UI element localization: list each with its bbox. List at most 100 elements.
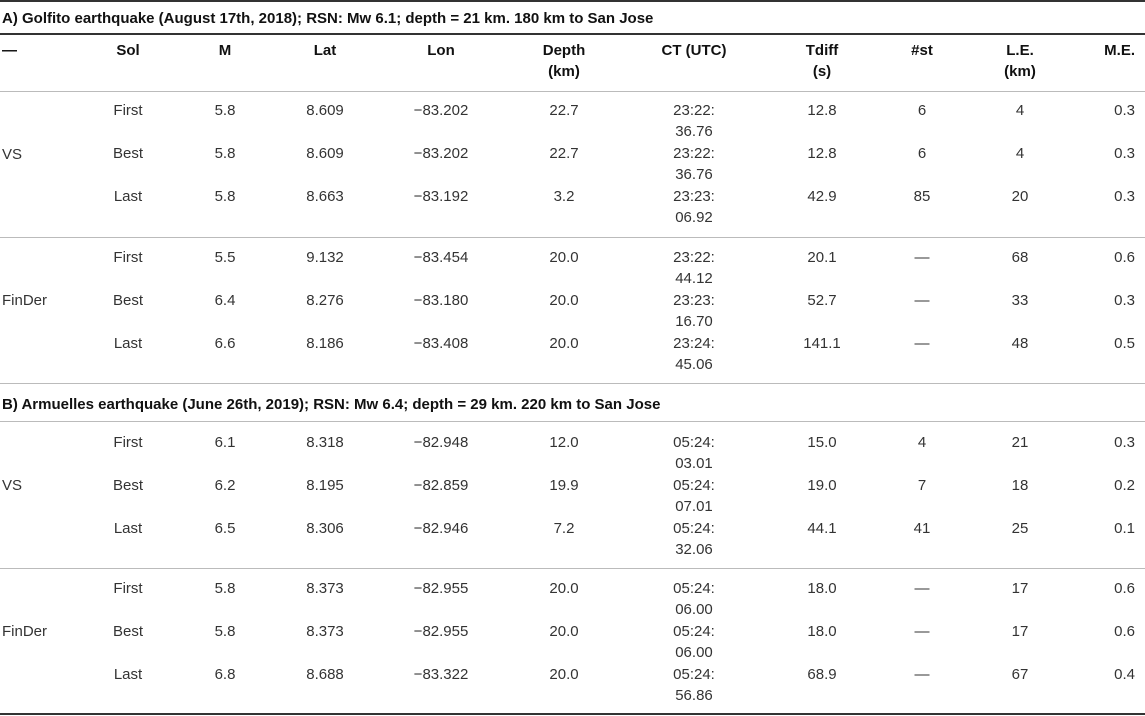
cell-le: 4 bbox=[1015, 145, 1025, 162]
cell-me: 0.3 bbox=[1114, 434, 1135, 451]
cell-depth: 20.0 bbox=[549, 666, 579, 683]
column-header-tdiff: Tdiff (s) bbox=[805, 42, 839, 80]
bottom-rule bbox=[0, 713, 1145, 715]
cell-depth: 19.9 bbox=[549, 477, 579, 494]
cell-sol: Best bbox=[112, 477, 144, 494]
cell-st: 6 bbox=[917, 145, 927, 162]
column-header-me: M.E. bbox=[1104, 42, 1135, 59]
cell-le: 21 bbox=[1011, 434, 1029, 451]
cell-lon: −82.955 bbox=[413, 580, 469, 597]
cell-m: 6.2 bbox=[214, 477, 236, 494]
cell-depth: 22.7 bbox=[549, 145, 579, 162]
cell-depth: 20.0 bbox=[549, 580, 579, 597]
column-header-lat: Lat bbox=[313, 42, 337, 59]
header-bottom-rule bbox=[0, 91, 1145, 92]
cell-ct: 23:24: 45.06 bbox=[673, 335, 715, 373]
cell-depth: 20.0 bbox=[549, 623, 579, 640]
cell-me: 0.2 bbox=[1114, 477, 1135, 494]
cell-lon: −83.202 bbox=[413, 102, 469, 119]
cell-sol: First bbox=[113, 580, 143, 597]
cell-m: 5.8 bbox=[214, 102, 236, 119]
cell-st: 85 bbox=[913, 188, 931, 205]
cell-lon: −83.192 bbox=[413, 188, 469, 205]
cell-lat: 8.663 bbox=[306, 188, 344, 205]
column-header-lon: Lon bbox=[427, 42, 455, 59]
column-header-sol: Sol bbox=[116, 42, 140, 59]
cell-me: 0.6 bbox=[1114, 623, 1135, 640]
cell-depth: 20.0 bbox=[549, 292, 579, 309]
group-label: FinDer bbox=[2, 623, 48, 640]
cell-ct: 05:24: 03.01 bbox=[673, 434, 715, 472]
cell-lon: −83.180 bbox=[413, 292, 469, 309]
cell-tdiff: 68.9 bbox=[807, 666, 837, 683]
cell-ct: 05:24: 32.06 bbox=[673, 520, 715, 558]
cell-ct: 05:24: 06.00 bbox=[673, 623, 715, 661]
cell-sol: Best bbox=[112, 145, 144, 162]
cell-ct: 23:22: 36.76 bbox=[673, 102, 715, 140]
cell-le: 25 bbox=[1011, 520, 1029, 537]
cell-m: 5.8 bbox=[214, 623, 236, 640]
cell-m: 5.8 bbox=[214, 580, 236, 597]
cell-m: 6.8 bbox=[214, 666, 236, 683]
cell-sol: Best bbox=[112, 292, 144, 309]
cell-me: 0.4 bbox=[1114, 666, 1135, 683]
cell-ct: 23:23: 06.92 bbox=[673, 188, 715, 226]
cell-lon: −83.454 bbox=[413, 249, 469, 266]
cell-ct: 05:24: 06.00 bbox=[673, 580, 715, 618]
cell-lon: −83.202 bbox=[413, 145, 469, 162]
cell-lat: 8.318 bbox=[306, 434, 344, 451]
cell-me: 0.5 bbox=[1114, 335, 1135, 352]
cell-le: 17 bbox=[1011, 580, 1029, 597]
cell-st: — bbox=[914, 580, 930, 597]
group-label: FinDer bbox=[2, 292, 48, 309]
cell-ct: 05:24: 07.01 bbox=[673, 477, 715, 515]
cell-sol: Last bbox=[113, 188, 143, 205]
column-header-ct: CT (UTC) bbox=[661, 42, 727, 59]
cell-le: 33 bbox=[1011, 292, 1029, 309]
cell-st: — bbox=[914, 249, 930, 266]
cell-st: — bbox=[914, 335, 930, 352]
cell-tdiff: 12.8 bbox=[807, 102, 837, 119]
cell-st: 6 bbox=[917, 102, 927, 119]
cell-sol: First bbox=[113, 434, 143, 451]
group-rule bbox=[0, 383, 1145, 384]
cell-sol: Last bbox=[113, 520, 143, 537]
cell-le: 68 bbox=[1011, 249, 1029, 266]
cell-lat: 8.373 bbox=[306, 580, 344, 597]
cell-lat: 9.132 bbox=[306, 249, 344, 266]
cell-le: 18 bbox=[1011, 477, 1029, 494]
cell-me: 0.3 bbox=[1114, 145, 1135, 162]
cell-tdiff: 18.0 bbox=[807, 580, 837, 597]
cell-lon: −82.948 bbox=[413, 434, 469, 451]
cell-tdiff: 141.1 bbox=[803, 335, 841, 352]
cell-ct: 23:22: 44.12 bbox=[673, 249, 715, 287]
cell-lat: 8.373 bbox=[306, 623, 344, 640]
cell-st: — bbox=[914, 623, 930, 640]
cell-sol: Last bbox=[113, 666, 143, 683]
group-label: VS bbox=[2, 477, 23, 494]
cell-ct: 23:23: 16.70 bbox=[673, 292, 715, 330]
cell-tdiff: 19.0 bbox=[807, 477, 837, 494]
cell-le: 48 bbox=[1011, 335, 1029, 352]
cell-sol: First bbox=[113, 102, 143, 119]
cell-lon: −82.955 bbox=[413, 623, 469, 640]
cell-ct: 05:24: 56.86 bbox=[673, 666, 715, 704]
cell-le: 17 bbox=[1011, 623, 1029, 640]
cell-ct: 23:22: 36.76 bbox=[673, 145, 715, 183]
cell-le: 4 bbox=[1015, 102, 1025, 119]
cell-me: 0.3 bbox=[1114, 188, 1135, 205]
cell-tdiff: 42.9 bbox=[807, 188, 837, 205]
group-label: VS bbox=[2, 146, 23, 163]
column-header-st: #st bbox=[911, 42, 933, 59]
cell-tdiff: 52.7 bbox=[807, 292, 837, 309]
group-rule bbox=[0, 568, 1145, 569]
cell-lon: −82.859 bbox=[413, 477, 469, 494]
column-header-group: — bbox=[2, 42, 17, 59]
cell-lat: 8.186 bbox=[306, 335, 344, 352]
cell-m: 5.8 bbox=[214, 188, 236, 205]
cell-tdiff: 44.1 bbox=[807, 520, 837, 537]
cell-sol: First bbox=[113, 249, 143, 266]
cell-m: 5.8 bbox=[214, 145, 236, 162]
cell-me: 0.1 bbox=[1114, 520, 1135, 537]
cell-lat: 8.195 bbox=[306, 477, 344, 494]
